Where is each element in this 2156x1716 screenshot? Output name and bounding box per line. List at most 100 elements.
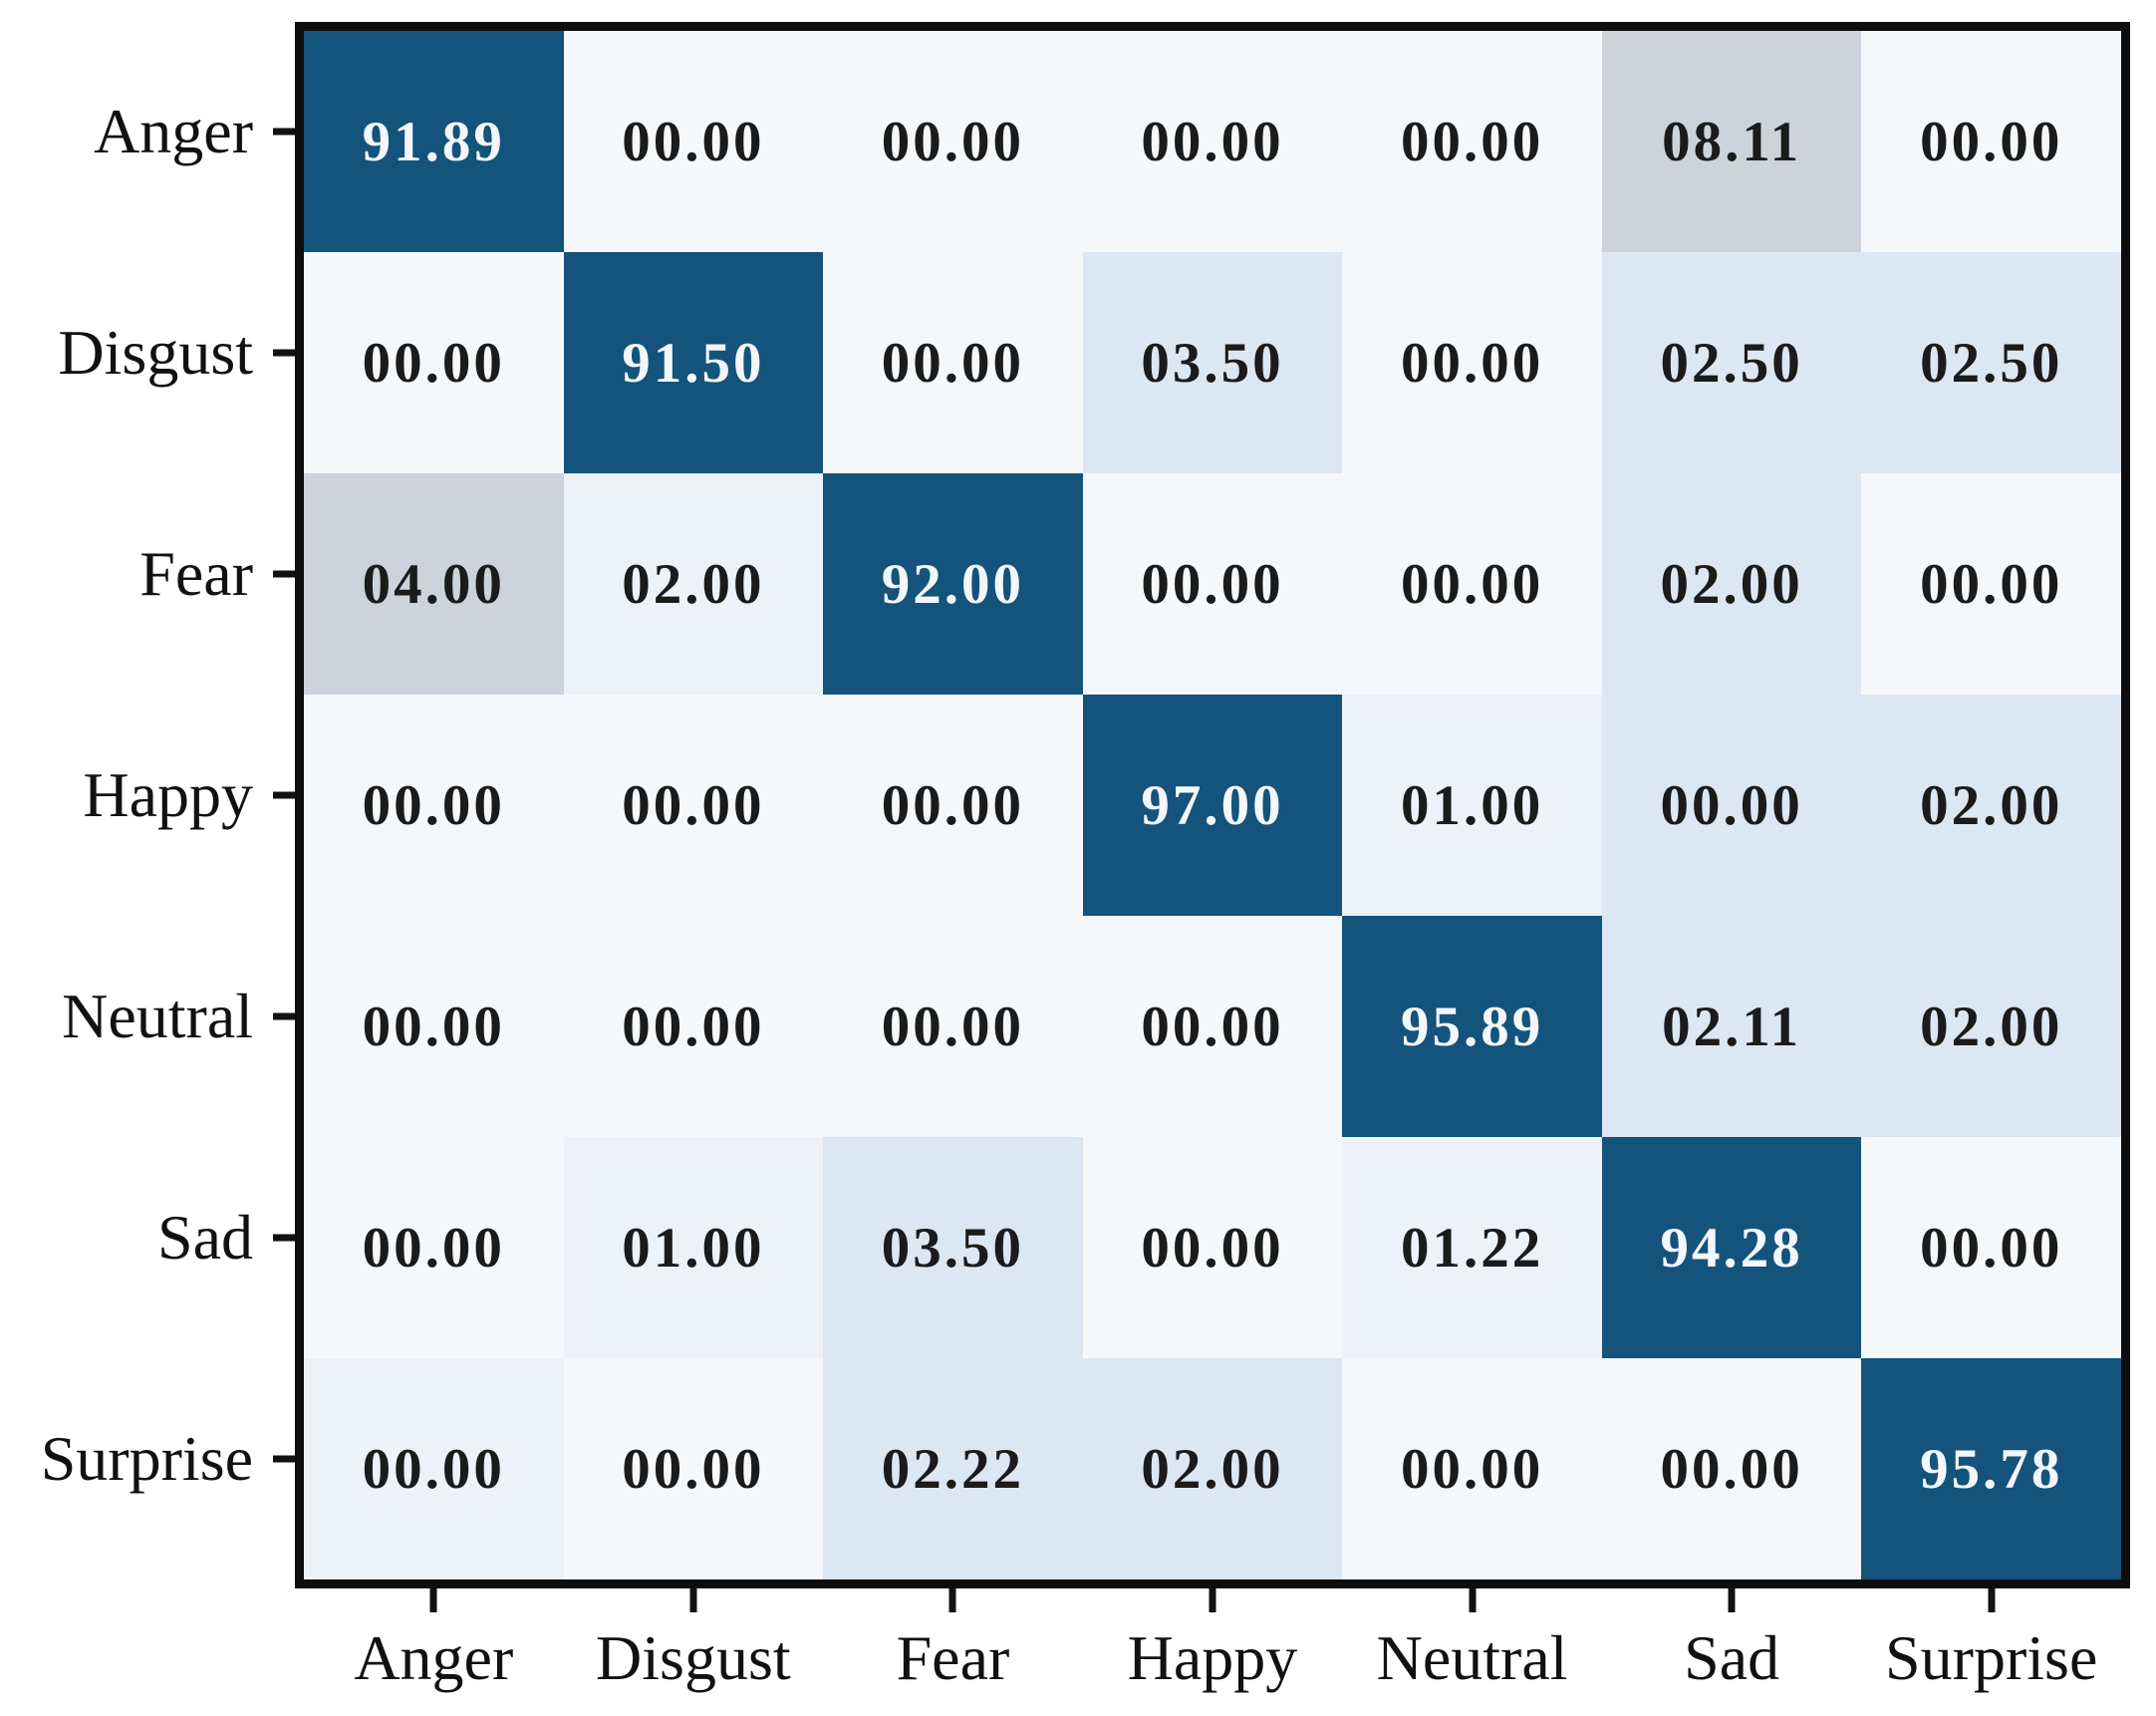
cell-value: 00.00 bbox=[1920, 1216, 2063, 1280]
cell-value: 01.22 bbox=[1400, 1216, 1544, 1280]
cell-value: 00.00 bbox=[1141, 1216, 1284, 1280]
matrix-cell-happy-happy: 97.00 bbox=[1082, 695, 1343, 916]
cell-value: 00.00 bbox=[1400, 110, 1544, 173]
column-label: Disgust bbox=[596, 1622, 791, 1693]
row-label: Fear bbox=[139, 538, 253, 609]
cell-value: 95.78 bbox=[1920, 1437, 2063, 1501]
cell-value: 02.00 bbox=[1920, 995, 2063, 1058]
matrix-cell-anger-neutral: 00.00 bbox=[1342, 31, 1602, 252]
cell-value: 00.00 bbox=[881, 331, 1025, 395]
x-axis-item-happy: Happy bbox=[1083, 1588, 1343, 1713]
cell-value: 00.00 bbox=[1141, 995, 1284, 1058]
row-label: Surprise bbox=[40, 1423, 253, 1494]
cell-value: 01.00 bbox=[622, 1216, 765, 1280]
matrix-cell-sad-fear: 03.50 bbox=[823, 1137, 1083, 1358]
cell-value: 02.50 bbox=[1920, 331, 2063, 395]
matrix-cell-surprise-disgust: 00.00 bbox=[563, 1358, 824, 1579]
y-axis-tick bbox=[273, 570, 295, 578]
matrix-cell-neutral-fear: 00.00 bbox=[823, 916, 1083, 1137]
y-axis-item-fear: Fear bbox=[0, 473, 295, 695]
y-axis-item-anger: Anger bbox=[0, 31, 295, 252]
cell-value: 02.00 bbox=[1660, 552, 1803, 616]
x-axis-item-anger: Anger bbox=[304, 1588, 564, 1713]
cell-value: 97.00 bbox=[1141, 773, 1284, 837]
matrix-cell-neutral-sad: 02.11 bbox=[1601, 916, 1862, 1137]
matrix-cell-happy-sad: 00.00 bbox=[1601, 695, 1862, 916]
cell-value: 00.00 bbox=[362, 331, 505, 395]
matrix-cell-fear-anger: 04.00 bbox=[304, 473, 564, 695]
cell-value: 00.00 bbox=[1660, 1437, 1803, 1501]
cell-value: 91.89 bbox=[362, 110, 505, 173]
y-axis-item-neutral: Neutral bbox=[0, 916, 295, 1137]
matrix-cell-fear-disgust: 02.00 bbox=[563, 473, 824, 695]
cell-value: 00.00 bbox=[622, 995, 765, 1058]
matrix-cell-fear-surprise: 00.00 bbox=[1861, 473, 2121, 695]
cell-value: 00.00 bbox=[362, 773, 505, 837]
cell-value: 03.50 bbox=[1141, 331, 1284, 395]
cell-value: 00.00 bbox=[362, 1437, 505, 1501]
x-axis-tick bbox=[948, 1588, 956, 1612]
x-axis-tick bbox=[429, 1588, 437, 1612]
matrix-cell-neutral-anger: 00.00 bbox=[304, 916, 564, 1137]
matrix-cell-surprise-sad: 00.00 bbox=[1601, 1358, 1862, 1579]
cell-value: 00.00 bbox=[1400, 1437, 1544, 1501]
x-axis-tick bbox=[689, 1588, 697, 1612]
matrix-cell-happy-anger: 00.00 bbox=[304, 695, 564, 916]
matrix-cell-disgust-disgust: 91.50 bbox=[563, 252, 824, 473]
cell-value: 02.00 bbox=[622, 552, 765, 616]
x-axis-tick bbox=[1988, 1588, 1996, 1612]
matrix-cell-sad-disgust: 01.00 bbox=[563, 1137, 824, 1358]
matrix-cell-happy-fear: 00.00 bbox=[823, 695, 1083, 916]
cell-value: 08.11 bbox=[1662, 110, 1802, 173]
x-axis-item-disgust: Disgust bbox=[564, 1588, 824, 1713]
x-axis: Anger Disgust Fear Happy Neutral Sad Surprise bbox=[304, 1588, 2121, 1713]
row-label: Anger bbox=[94, 96, 253, 166]
y-axis-item-sad: Sad bbox=[0, 1137, 295, 1358]
matrix-cell-surprise-fear: 02.22 bbox=[823, 1358, 1083, 1579]
x-axis-item-fear: Fear bbox=[823, 1588, 1083, 1713]
x-axis-tick bbox=[1209, 1588, 1216, 1612]
x-axis-item-neutral: Neutral bbox=[1342, 1588, 1602, 1713]
matrix-cell-sad-anger: 00.00 bbox=[304, 1137, 564, 1358]
matrix-cell-fear-neutral: 00.00 bbox=[1342, 473, 1602, 695]
matrix-cell-anger-sad: 08.11 bbox=[1601, 31, 1862, 252]
x-axis-item-surprise: Surprise bbox=[1861, 1588, 2121, 1713]
cell-value: 02.22 bbox=[881, 1437, 1025, 1501]
cell-value: 00.00 bbox=[1920, 110, 2063, 173]
row-label: Happy bbox=[83, 759, 253, 830]
y-axis-tick bbox=[273, 1455, 295, 1463]
cell-value: 00.00 bbox=[1141, 552, 1284, 616]
y-axis-item-happy: Happy bbox=[0, 695, 295, 916]
cell-value: 00.00 bbox=[1400, 552, 1544, 616]
matrix-cell-happy-surprise: 02.00 bbox=[1861, 695, 2121, 916]
cell-value: 94.28 bbox=[1660, 1216, 1803, 1280]
cell-value: 91.50 bbox=[622, 331, 765, 395]
matrix-cell-happy-neutral: 01.00 bbox=[1342, 695, 1602, 916]
x-axis-item-sad: Sad bbox=[1602, 1588, 1862, 1713]
y-axis-tick bbox=[273, 128, 295, 136]
matrix-cell-disgust-surprise: 02.50 bbox=[1861, 252, 2121, 473]
matrix-cell-happy-disgust: 00.00 bbox=[563, 695, 824, 916]
column-label: Sad bbox=[1684, 1622, 1780, 1693]
cell-value: 00.00 bbox=[881, 995, 1025, 1058]
matrix-cell-sad-neutral: 01.22 bbox=[1342, 1137, 1602, 1358]
matrix-cell-neutral-happy: 00.00 bbox=[1082, 916, 1343, 1137]
x-axis-tick bbox=[1728, 1588, 1736, 1612]
cell-value: 00.00 bbox=[881, 110, 1025, 173]
y-axis-item-disgust: Disgust bbox=[0, 252, 295, 473]
cell-value: 00.00 bbox=[362, 1216, 505, 1280]
matrix-cell-neutral-disgust: 00.00 bbox=[563, 916, 824, 1137]
matrix-cell-anger-fear: 00.00 bbox=[823, 31, 1083, 252]
matrix-cell-surprise-anger: 00.00 bbox=[304, 1358, 564, 1579]
cell-value: 00.00 bbox=[1141, 110, 1284, 173]
column-label: Anger bbox=[354, 1622, 514, 1693]
cell-value: 00.00 bbox=[622, 1437, 765, 1501]
matrix-cell-anger-happy: 00.00 bbox=[1082, 31, 1343, 252]
cell-value: 92.00 bbox=[881, 552, 1025, 616]
cell-value: 00.00 bbox=[881, 773, 1025, 837]
matrix-cell-disgust-fear: 00.00 bbox=[823, 252, 1083, 473]
matrix-cell-surprise-happy: 02.00 bbox=[1082, 1358, 1343, 1579]
matrix-cell-neutral-neutral: 95.89 bbox=[1342, 916, 1602, 1137]
x-axis-tick bbox=[1469, 1588, 1477, 1612]
